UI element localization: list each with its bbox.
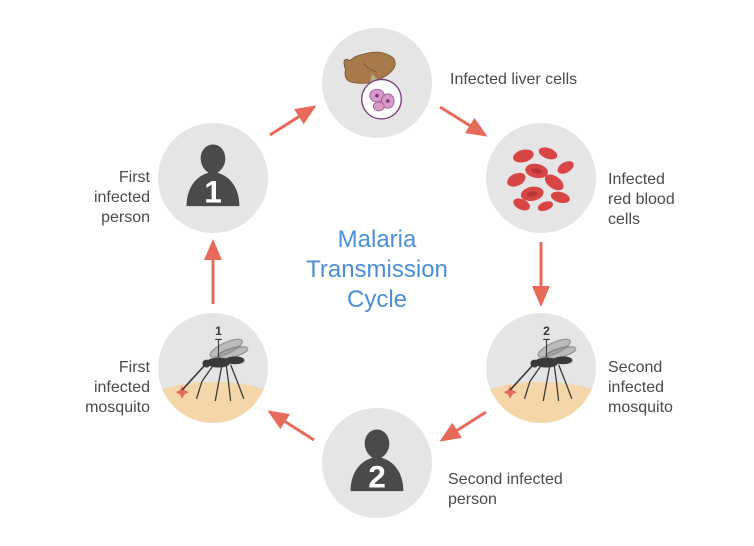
arrow-mosquito2-to-person2 <box>442 412 486 440</box>
diagram-container: MalariaTransmissionCycle Infected liver … <box>0 0 754 546</box>
arrow-liver-to-rbc <box>440 107 485 135</box>
cycle-arrows <box>0 0 754 546</box>
arrow-person2-to-mosquito1 <box>270 412 314 440</box>
arrow-person1-to-liver <box>270 107 314 135</box>
